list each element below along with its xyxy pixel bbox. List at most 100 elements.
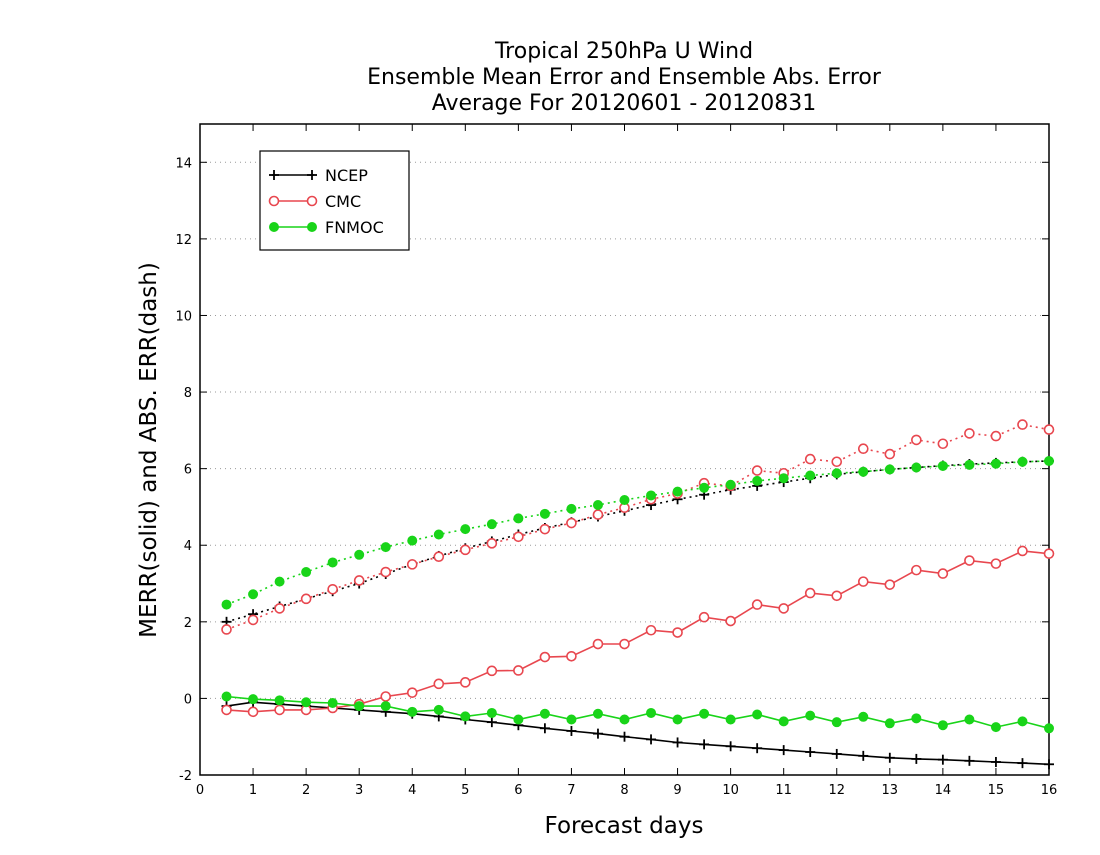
fnmoc-abs-error-point [964, 459, 975, 470]
fnmoc-abs-error-point [592, 500, 603, 511]
fnmoc-abs-error-point [911, 462, 922, 473]
ncep-mean-error-point [672, 737, 683, 748]
fnmoc-abs-error-point [486, 519, 497, 530]
cmc-abs-error-point [990, 430, 1002, 442]
cmc-abs-error-point [592, 509, 604, 520]
fnmoc-abs-error-point [327, 557, 338, 568]
y-tick-label: 12 [175, 233, 192, 248]
ncep-mean-error-point [937, 754, 948, 765]
x-tick-label: 2 [302, 783, 310, 798]
fnmoc-mean-error-point [301, 697, 312, 708]
fnmoc-abs-error-point [1017, 456, 1028, 467]
cmc-abs-error-point [353, 575, 365, 586]
fnmoc-mean-error-point [725, 714, 736, 725]
fnmoc-mean-error-point [805, 710, 816, 721]
legend: NCEP CMC FNMOC [259, 150, 410, 251]
cmc-mean-error-point [804, 587, 816, 599]
cmc-abs-error-point [857, 443, 869, 455]
fnmoc-abs-error-point [752, 475, 763, 486]
cmc-mean-error-point [247, 706, 259, 718]
ncep-mean-error-point [858, 750, 869, 761]
cmc-abs-error-point [300, 593, 312, 605]
ncep-mean-error-point [1017, 758, 1028, 769]
fnmoc-mean-error-point [646, 707, 657, 718]
ncep-mean-error-point [619, 731, 630, 742]
ncep-abs-error-line [226, 460, 1050, 623]
cmc-abs-error-point [964, 428, 975, 439]
x-tick-label: 8 [620, 783, 628, 798]
y-tick-label: 2 [184, 616, 192, 631]
fnmoc-mean-error-point [911, 713, 922, 724]
fnmoc-mean-error-point [884, 718, 895, 729]
x-axis-label: Forecast days [545, 813, 704, 839]
fnmoc-mean-error-point [486, 707, 497, 718]
fnmoc-abs-error-point [884, 464, 895, 475]
ncep-mean-error-point [1044, 759, 1054, 770]
ncep-mean-error-point [592, 728, 603, 739]
ncep-mean-error-point [566, 725, 577, 736]
cmc-abs-error-point [274, 603, 285, 614]
ncep-mean-error-point [725, 741, 736, 752]
chart-title-line-2: Ensemble Mean Error and Ensemble Abs. Er… [367, 65, 882, 90]
legend-marker-start-ncep [269, 170, 279, 180]
x-tick-label: 13 [882, 783, 899, 798]
cmc-mean-error-point [380, 691, 392, 702]
fnmoc-abs-error-point [539, 508, 550, 519]
fnmoc-mean-error-point [539, 708, 550, 719]
cmc-abs-error-point [486, 538, 498, 549]
x-tick-label: 1 [249, 783, 257, 798]
chart-title-line-3: Average For 20120601 - 20120831 [432, 91, 817, 116]
legend-marker-end-cmc [306, 195, 318, 207]
x-tick-label: 3 [355, 783, 363, 798]
cmc-abs-error-line [226, 423, 1050, 631]
ncep-mean-error-point [964, 755, 975, 766]
cmc-mean-error-point [698, 611, 710, 623]
fnmoc-abs-error-point [248, 589, 259, 600]
cmc-mean-error-point [460, 677, 471, 688]
x-tick-label: 11 [775, 783, 792, 798]
legend-item-cmc: CMC [268, 192, 361, 211]
fnmoc-mean-error-point [1044, 723, 1054, 734]
fnmoc-mean-error-point [221, 691, 232, 702]
fnmoc-mean-error-point [1017, 716, 1028, 727]
fnmoc-mean-error-point [592, 708, 603, 719]
fnmoc-mean-error-point [566, 714, 577, 725]
fnmoc-mean-error-point [990, 722, 1001, 733]
cmc-mean-error-point [645, 624, 657, 636]
series-cmc [221, 419, 1055, 718]
ncep-mean-error-line [226, 701, 1050, 766]
fnmoc-abs-error-point [407, 535, 418, 546]
fnmoc-mean-error-line [226, 695, 1050, 730]
cmc-abs-error-point [1043, 424, 1055, 435]
x-tick-label: 5 [461, 783, 469, 798]
fnmoc-mean-error-point [460, 711, 471, 722]
ncep-mean-error-point [884, 752, 895, 763]
fnmoc-abs-error-point [619, 495, 630, 506]
ncep-mean-error-point [990, 756, 1001, 767]
fnmoc-abs-error-point [778, 473, 789, 484]
fnmoc-mean-error-point [513, 714, 524, 725]
ncep-mean-error-point [486, 717, 497, 728]
fnmoc-mean-error-point [380, 701, 391, 712]
cmc-abs-error-point [406, 559, 418, 570]
ncep-mean-error-point [752, 743, 763, 754]
cmc-mean-error-point [1017, 545, 1028, 557]
x-tick-label: 7 [567, 783, 575, 798]
fnmoc-mean-error-point [354, 701, 365, 712]
fnmoc-mean-error-point [619, 714, 630, 725]
cmc-mean-error-point [274, 704, 285, 716]
legend-label-fnmoc: FNMOC [325, 218, 384, 237]
x-tick-label: 10 [722, 783, 739, 798]
cmc-mean-error-point [751, 599, 763, 610]
cmc-abs-error-point [247, 614, 259, 626]
ncep-mean-error-point [911, 753, 922, 764]
fnmoc-mean-error-point [327, 698, 338, 709]
cmc-abs-error-point [804, 453, 816, 465]
fnmoc-abs-error-point [646, 490, 657, 501]
fnmoc-mean-error-point [248, 694, 259, 705]
cmc-abs-error-point [937, 438, 949, 450]
cmc-mean-error-point [937, 568, 949, 579]
y-tick-label: 10 [175, 309, 192, 324]
cmc-abs-error-point [221, 624, 232, 635]
